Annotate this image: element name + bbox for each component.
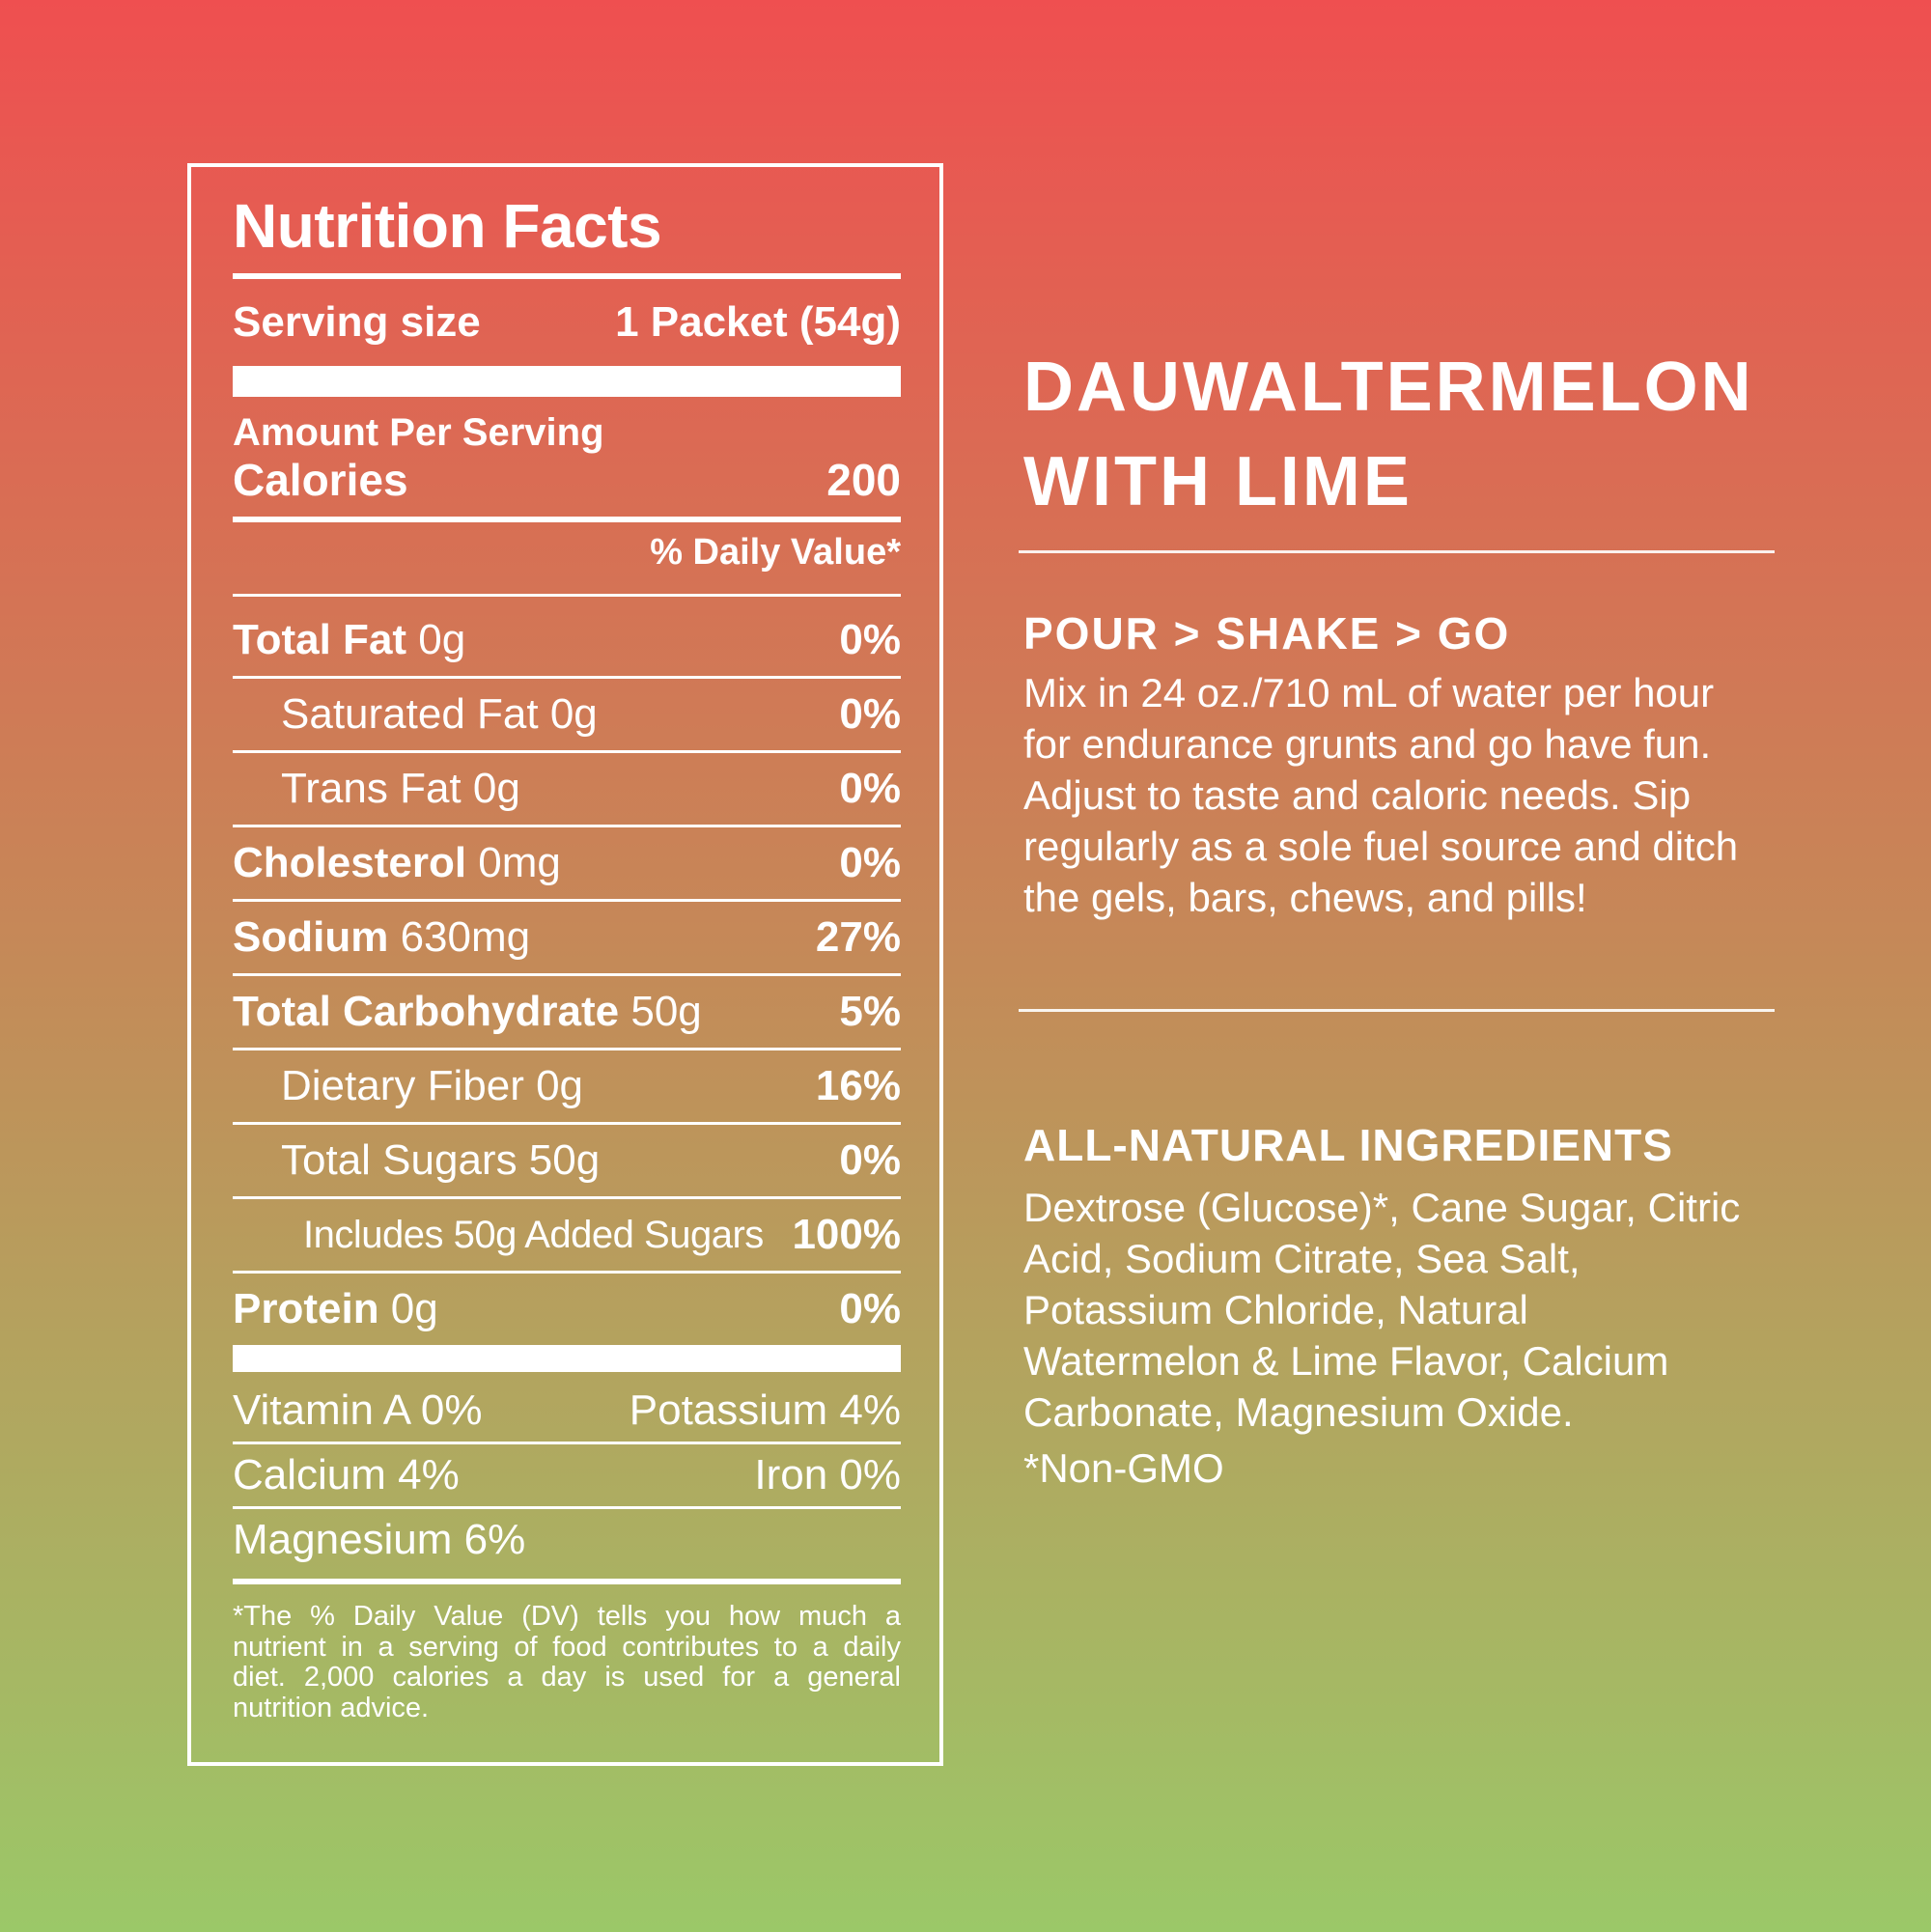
serving-size-row: Serving size 1 Packet (54g) xyxy=(233,296,901,349)
footnote-line: diet. 2,000 calories a day is used for a… xyxy=(233,1662,901,1693)
nutrient-amount: 50g xyxy=(630,988,702,1035)
nutrient-amount: 0g xyxy=(390,1285,438,1332)
serving-size-value: 1 Packet (54g) xyxy=(615,298,901,346)
nutrient-amount: 0g xyxy=(418,616,466,663)
nutrient-name: Total Carbohydrate xyxy=(233,988,631,1035)
divider-above-footnote xyxy=(233,1579,901,1584)
divider xyxy=(233,899,901,902)
nutrient-dv: 0% xyxy=(839,765,901,812)
ingredients-heading: ALL-NATURAL INGREDIENTS xyxy=(1023,1120,1673,1170)
nutrient-row-total-sugars: Total Sugars 50g 0% xyxy=(233,1125,901,1196)
calories-value: 200 xyxy=(826,455,901,505)
nutrient-dv: 5% xyxy=(839,988,901,1035)
daily-value-footnote: *The % Daily Value (DV) tells you how mu… xyxy=(233,1601,901,1723)
divider xyxy=(233,1271,901,1274)
nutrient-dv: 100% xyxy=(792,1211,901,1258)
vitamin-row-1: Vitamin A 0% Potassium 4% xyxy=(233,1380,901,1442)
potassium-value: Potassium 4% xyxy=(629,1386,901,1434)
nutrient-amount: 630mg xyxy=(400,913,531,961)
nutrient-row-total-fat: Total Fat 0g 0% xyxy=(233,604,901,676)
instructions-heading: POUR > SHAKE > GO xyxy=(1023,608,1511,658)
nutrition-facts-title: Nutrition Facts xyxy=(233,191,662,261)
nutrient-row-trans-fat: Trans Fat 0g 0% xyxy=(233,753,901,825)
nutrient-dv: 0% xyxy=(839,616,901,663)
thick-separator-bar-top xyxy=(233,366,901,397)
amount-per-serving-label: Amount Per Serving xyxy=(233,411,604,454)
divider xyxy=(233,973,901,976)
nutrient-row-protein: Protein 0g 0% xyxy=(233,1274,901,1345)
product-title: DAUWALTERMELON WITH LIME xyxy=(1023,349,1754,520)
divider-under-product-title xyxy=(1019,550,1775,553)
nutrient-amount: Saturated Fat 0g xyxy=(281,690,598,738)
nutrient-name: Total Fat xyxy=(233,616,419,663)
nutrient-dv: 0% xyxy=(839,1285,901,1332)
nutrient-name: Protein xyxy=(233,1285,391,1332)
divider xyxy=(233,1506,901,1509)
divider xyxy=(233,1196,901,1199)
nutrient-amount: Total Sugars 50g xyxy=(281,1136,601,1184)
calories-label: Calories xyxy=(233,455,408,505)
divider xyxy=(233,750,901,753)
nutrient-amount: Trans Fat 0g xyxy=(281,765,520,812)
ingredients-body: Dextrose (Glucose)*, Cane Sugar, Citric … xyxy=(1023,1185,1741,1435)
nutrient-amount: 0mg xyxy=(478,839,561,886)
nutrient-row-sodium: Sodium 630mg 27% xyxy=(233,902,901,973)
footnote-line: *The % Daily Value (DV) tells you how mu… xyxy=(233,1601,901,1632)
divider xyxy=(233,1122,901,1125)
nutrient-dv: 27% xyxy=(815,913,901,961)
divider-under-calories xyxy=(233,517,901,522)
nutrient-dv: 0% xyxy=(839,839,901,886)
magnesium-value: Magnesium 6% xyxy=(233,1516,526,1563)
calcium-value: Calcium 4% xyxy=(233,1451,460,1498)
nutrient-amount: Dietary Fiber 0g xyxy=(281,1062,584,1109)
nutrient-amount: Includes 50g Added Sugars xyxy=(303,1213,764,1256)
divider-under-title xyxy=(233,273,901,279)
serving-size-label: Serving size xyxy=(233,298,481,346)
vitamin-row-2: Calcium 4% Iron 0% xyxy=(233,1444,901,1506)
divider xyxy=(233,594,901,597)
nutrient-dv: 0% xyxy=(839,690,901,738)
nutrient-row-total-carbohydrate: Total Carbohydrate 50g 5% xyxy=(233,976,901,1048)
instructions-body: Mix in 24 oz./710 mL of water per hour f… xyxy=(1023,670,1739,920)
vitamin-a-value: Vitamin A 0% xyxy=(233,1386,483,1434)
daily-value-header: % Daily Value* xyxy=(650,532,901,573)
nutrient-row-added-sugars: Includes 50g Added Sugars 100% xyxy=(233,1199,901,1271)
divider xyxy=(233,825,901,827)
divider-above-ingredients xyxy=(1019,1009,1775,1012)
vitamin-row-3: Magnesium 6% xyxy=(233,1509,901,1571)
iron-value: Iron 0% xyxy=(754,1451,901,1498)
divider xyxy=(233,1442,901,1444)
thick-separator-bar-bottom xyxy=(233,1345,901,1372)
calories-row: Calories 200 xyxy=(233,455,901,505)
divider xyxy=(233,1048,901,1050)
footnote-line: nutrient in a serving of food contribute… xyxy=(233,1631,901,1663)
nutrient-dv: 0% xyxy=(839,1136,901,1184)
nutrient-name: Sodium xyxy=(233,913,401,961)
footnote-line: nutrition advice. xyxy=(233,1692,430,1723)
divider xyxy=(233,676,901,679)
nutrient-row-cholesterol: Cholesterol 0mg 0% xyxy=(233,827,901,899)
nutrient-row-saturated-fat: Saturated Fat 0g 0% xyxy=(233,679,901,750)
nutrition-facts-panel: Nutrition Facts Serving size 1 Packet (5… xyxy=(187,163,943,1766)
nutrient-row-dietary-fiber: Dietary Fiber 0g 16% xyxy=(233,1050,901,1122)
nutrient-name: Cholesterol xyxy=(233,839,479,886)
non-gmo-note: *Non-GMO xyxy=(1023,1445,1224,1491)
nutrient-dv: 16% xyxy=(815,1062,901,1109)
